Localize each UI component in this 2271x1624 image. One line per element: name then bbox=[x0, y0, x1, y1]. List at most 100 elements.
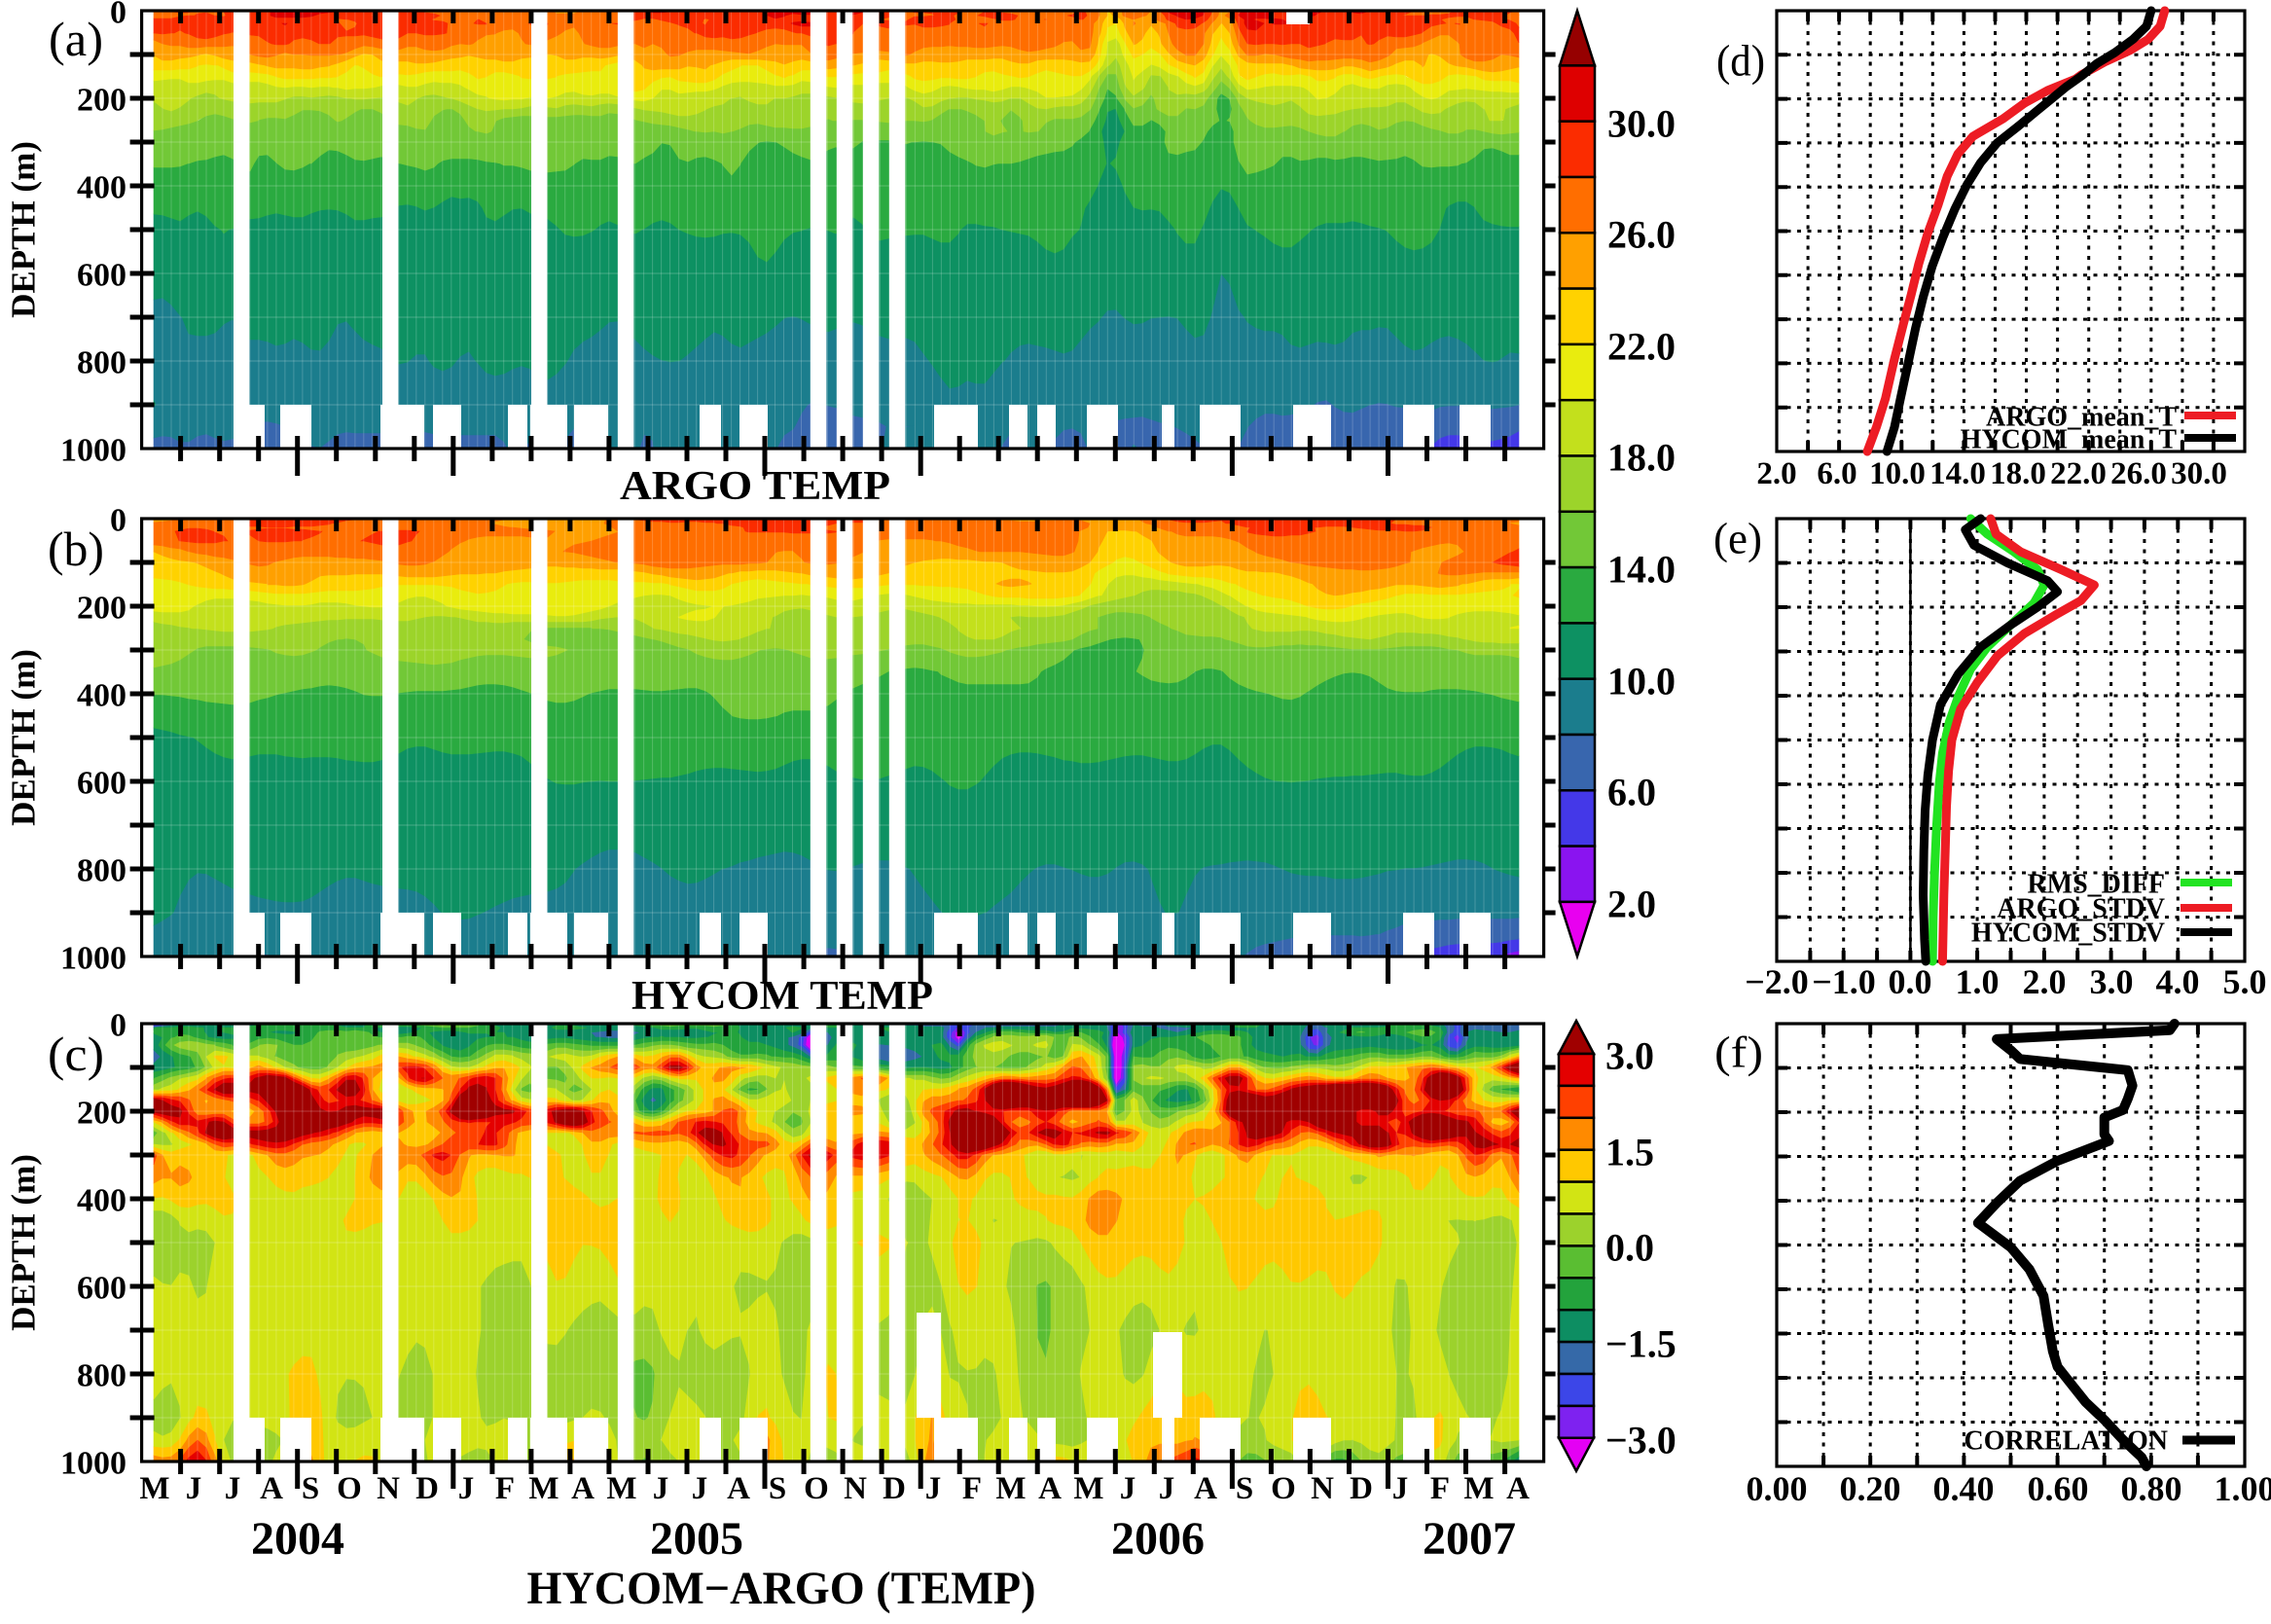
svg-text:J: J bbox=[458, 1471, 475, 1506]
svg-text:0.00: 0.00 bbox=[1747, 1469, 1808, 1508]
svg-text:1.00: 1.00 bbox=[2215, 1469, 2271, 1508]
svg-text:(b): (b) bbox=[48, 522, 104, 576]
svg-text:J: J bbox=[692, 1471, 708, 1506]
svg-text:2.0: 2.0 bbox=[2023, 962, 2067, 1001]
svg-text:M: M bbox=[528, 1471, 559, 1506]
svg-text:HYCOM TEMP: HYCOM TEMP bbox=[631, 974, 933, 1019]
svg-text:(e): (e) bbox=[1713, 514, 1762, 563]
svg-text:5.0: 5.0 bbox=[2223, 962, 2267, 1001]
svg-text:A: A bbox=[1194, 1471, 1217, 1506]
svg-text:800: 800 bbox=[77, 1358, 126, 1394]
svg-text:(c): (c) bbox=[48, 1027, 104, 1081]
svg-text:M: M bbox=[606, 1471, 636, 1506]
svg-text:−1.0: −1.0 bbox=[1812, 962, 1876, 1001]
svg-text:D: D bbox=[883, 1471, 906, 1506]
svg-text:2006: 2006 bbox=[1111, 1513, 1205, 1565]
svg-text:J: J bbox=[225, 1471, 241, 1506]
svg-text:1.0: 1.0 bbox=[1956, 962, 2000, 1001]
svg-text:30.0: 30.0 bbox=[1607, 102, 1676, 146]
svg-text:F: F bbox=[495, 1471, 515, 1506]
svg-text:6.0: 6.0 bbox=[1817, 456, 1856, 491]
svg-text:D: D bbox=[1350, 1471, 1373, 1506]
svg-text:0.60: 0.60 bbox=[2028, 1469, 2089, 1508]
svg-text:0.0: 0.0 bbox=[1889, 962, 1932, 1001]
svg-text:0.20: 0.20 bbox=[1840, 1469, 1901, 1508]
svg-text:2.0: 2.0 bbox=[1756, 456, 1796, 491]
svg-text:1.5: 1.5 bbox=[1605, 1131, 1654, 1174]
svg-text:800: 800 bbox=[77, 853, 126, 889]
svg-text:DEPTH (m): DEPTH (m) bbox=[5, 649, 43, 826]
svg-text:14.0: 14.0 bbox=[1607, 548, 1676, 592]
svg-text:18.0: 18.0 bbox=[1607, 436, 1676, 480]
svg-text:800: 800 bbox=[77, 345, 126, 381]
svg-text:10.0: 10.0 bbox=[1607, 660, 1676, 704]
svg-text:A: A bbox=[260, 1471, 283, 1506]
svg-text:M: M bbox=[1073, 1471, 1103, 1506]
svg-text:10.0: 10.0 bbox=[1869, 456, 1926, 491]
svg-text:0.40: 0.40 bbox=[1933, 1469, 1995, 1508]
svg-text:J: J bbox=[1120, 1471, 1136, 1506]
svg-text:0: 0 bbox=[110, 0, 126, 31]
svg-text:A: A bbox=[1038, 1471, 1062, 1506]
svg-text:2007: 2007 bbox=[1423, 1513, 1516, 1565]
svg-text:S: S bbox=[769, 1471, 786, 1506]
svg-text:400: 400 bbox=[77, 170, 126, 206]
svg-text:3.0: 3.0 bbox=[1605, 1034, 1654, 1078]
svg-text:0.80: 0.80 bbox=[2121, 1469, 2182, 1508]
svg-text:200: 200 bbox=[77, 83, 126, 119]
svg-text:J: J bbox=[1159, 1471, 1175, 1506]
svg-text:26.0: 26.0 bbox=[1607, 213, 1676, 257]
svg-text:14.0: 14.0 bbox=[1929, 456, 1986, 491]
svg-text:J: J bbox=[1392, 1471, 1409, 1506]
svg-text:M: M bbox=[1463, 1471, 1494, 1506]
svg-text:J: J bbox=[186, 1471, 202, 1506]
svg-text:M: M bbox=[139, 1471, 169, 1506]
svg-text:(d): (d) bbox=[1716, 36, 1765, 86]
svg-text:400: 400 bbox=[77, 1183, 126, 1219]
svg-text:HYCOM_STDV: HYCOM_STDV bbox=[1971, 919, 2165, 949]
svg-text:−2.0: −2.0 bbox=[1745, 962, 1809, 1001]
svg-text:1000: 1000 bbox=[60, 1446, 126, 1482]
svg-text:200: 200 bbox=[77, 1096, 126, 1132]
svg-text:D: D bbox=[415, 1471, 439, 1506]
svg-text:M: M bbox=[995, 1471, 1026, 1506]
svg-text:O: O bbox=[1271, 1471, 1296, 1506]
svg-text:J: J bbox=[925, 1471, 942, 1506]
svg-text:0: 0 bbox=[110, 1008, 126, 1044]
svg-text:4.0: 4.0 bbox=[2156, 962, 2200, 1001]
svg-text:N: N bbox=[844, 1471, 867, 1506]
svg-text:400: 400 bbox=[77, 678, 126, 714]
svg-text:N: N bbox=[1311, 1471, 1334, 1506]
svg-text:F: F bbox=[1430, 1471, 1450, 1506]
svg-text:O: O bbox=[804, 1471, 829, 1506]
svg-text:(f): (f) bbox=[1714, 1028, 1763, 1077]
svg-text:600: 600 bbox=[77, 766, 126, 802]
svg-text:200: 200 bbox=[77, 591, 126, 627]
svg-text:ARGO_STDV: ARGO_STDV bbox=[1997, 894, 2165, 924]
svg-text:ARGO_mean_T: ARGO_mean_T bbox=[1986, 403, 2177, 433]
svg-text:ARGO TEMP: ARGO TEMP bbox=[620, 464, 890, 509]
svg-text:J: J bbox=[653, 1471, 669, 1506]
svg-text:18.0: 18.0 bbox=[1990, 456, 2046, 491]
svg-text:HYCOM−ARGO (TEMP): HYCOM−ARGO (TEMP) bbox=[527, 1563, 1036, 1614]
svg-text:26.0: 26.0 bbox=[2110, 456, 2167, 491]
svg-text:6.0: 6.0 bbox=[1607, 771, 1656, 814]
svg-text:600: 600 bbox=[77, 1271, 126, 1307]
svg-text:−1.5: −1.5 bbox=[1605, 1322, 1676, 1366]
svg-text:2.0: 2.0 bbox=[1607, 883, 1656, 926]
svg-text:A: A bbox=[571, 1471, 595, 1506]
svg-text:N: N bbox=[377, 1471, 400, 1506]
svg-text:3.0: 3.0 bbox=[2090, 962, 2134, 1001]
svg-text:RMS_DIFF: RMS_DIFF bbox=[2027, 870, 2165, 900]
svg-text:600: 600 bbox=[77, 258, 126, 294]
svg-text:O: O bbox=[337, 1471, 362, 1506]
svg-text:22.0: 22.0 bbox=[2050, 456, 2107, 491]
svg-text:S: S bbox=[1236, 1471, 1253, 1506]
svg-text:A: A bbox=[727, 1471, 750, 1506]
svg-text:1000: 1000 bbox=[60, 433, 126, 469]
svg-text:0.0: 0.0 bbox=[1605, 1226, 1654, 1270]
svg-text:−3.0: −3.0 bbox=[1605, 1419, 1676, 1462]
svg-text:22.0: 22.0 bbox=[1607, 325, 1676, 369]
svg-text:1000: 1000 bbox=[60, 941, 126, 977]
svg-text:2005: 2005 bbox=[650, 1513, 743, 1565]
